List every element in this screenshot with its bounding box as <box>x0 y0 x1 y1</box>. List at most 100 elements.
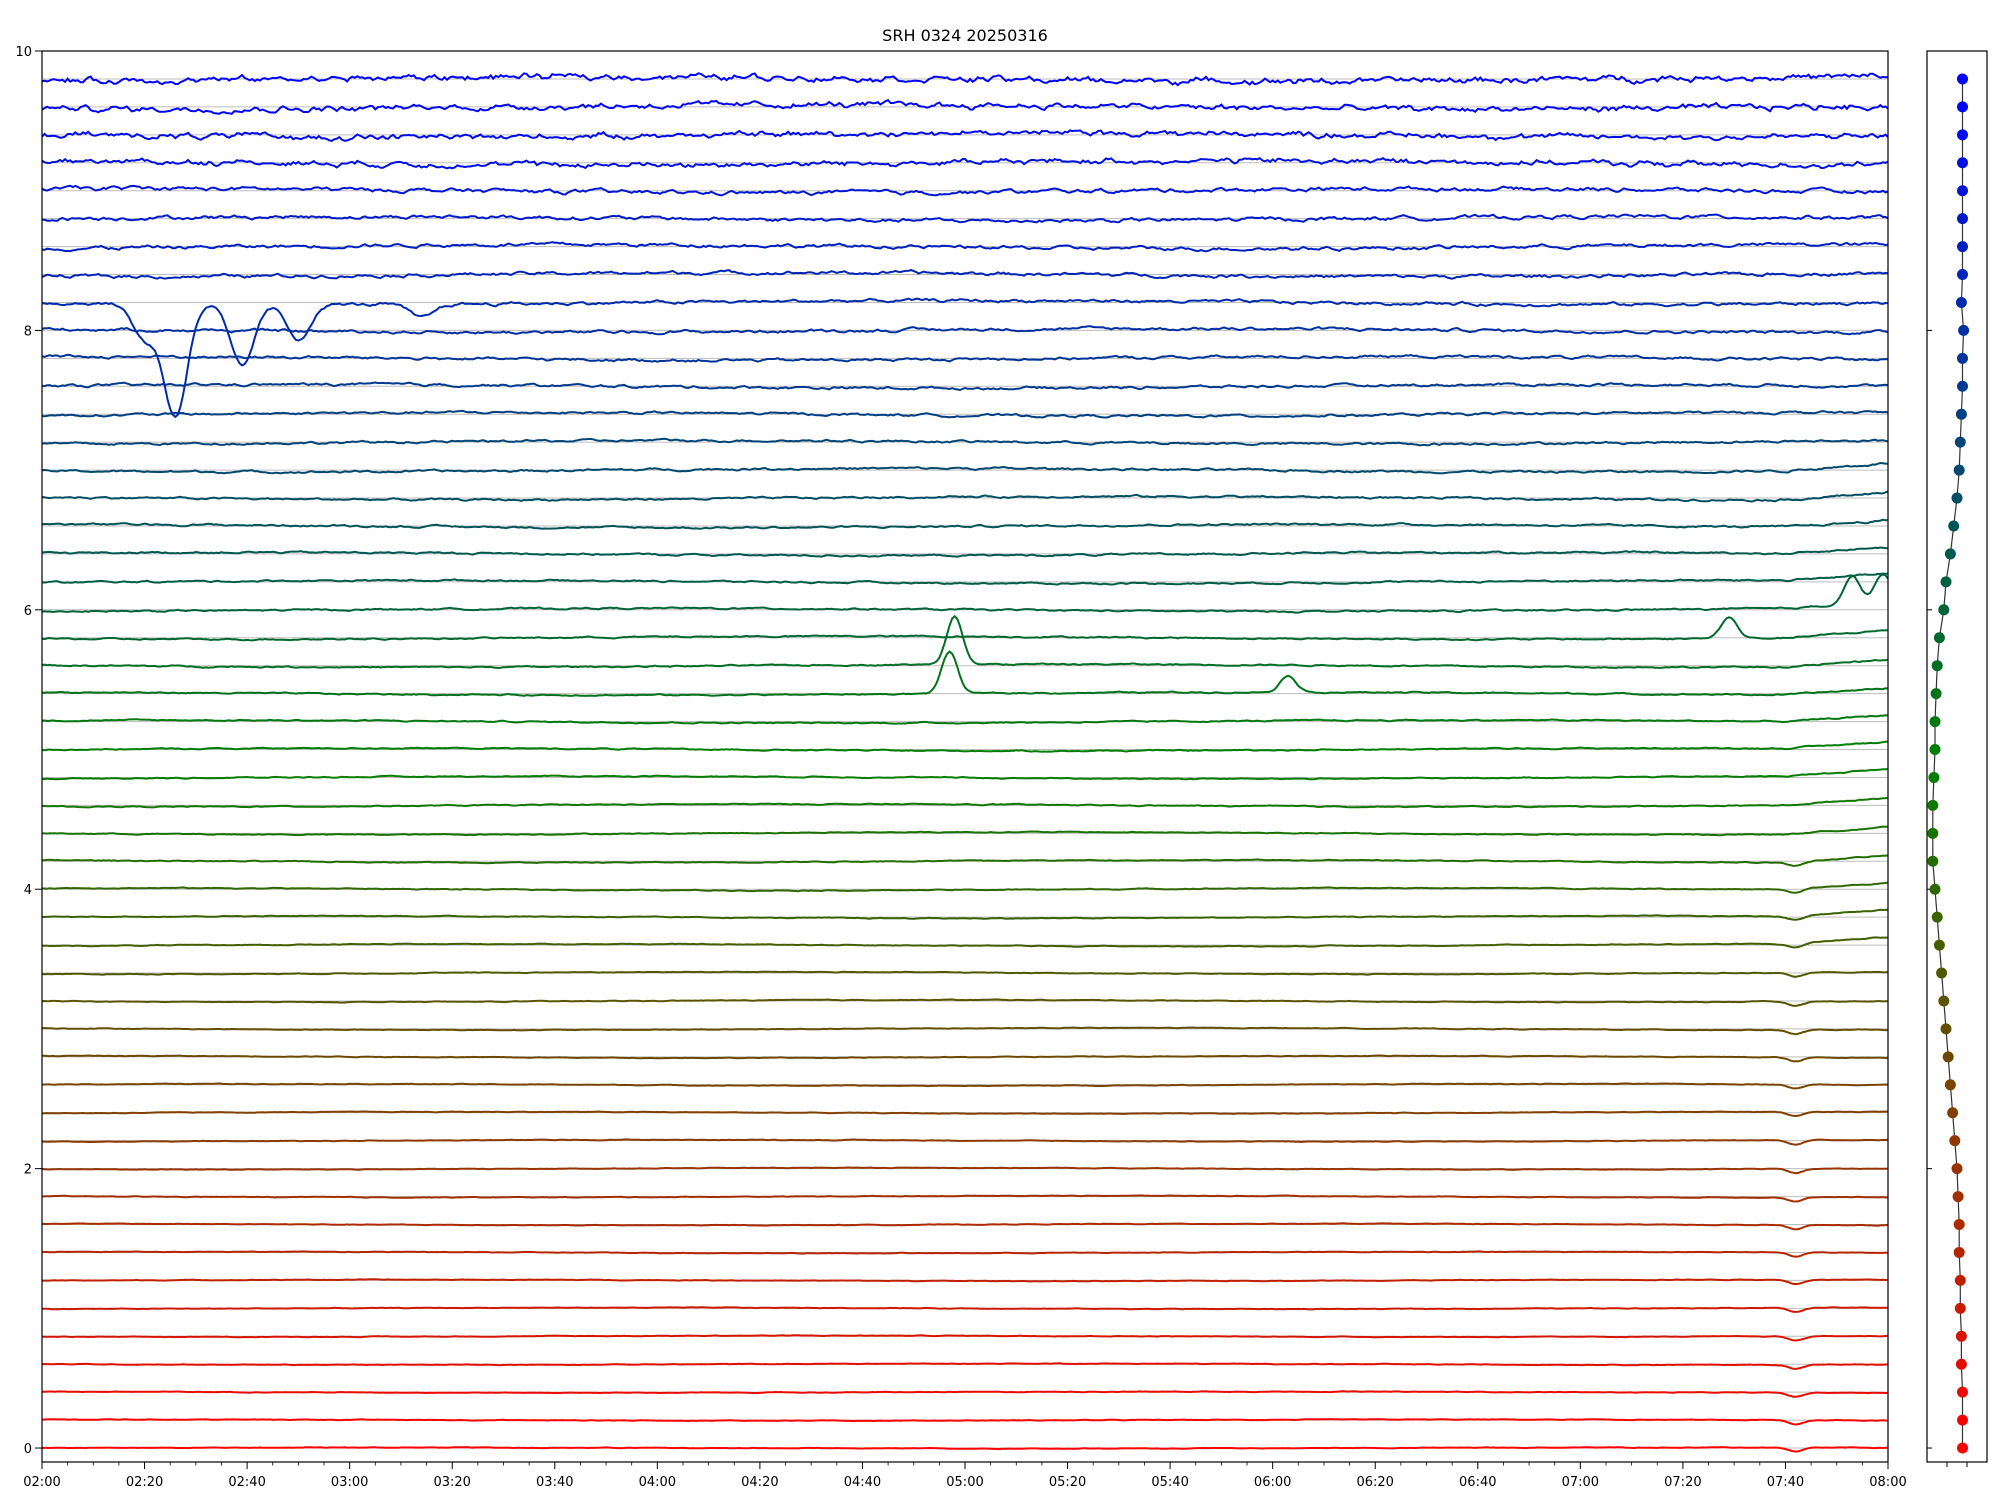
trace-16 <box>41 998 1888 1007</box>
trace-49 <box>41 72 1889 87</box>
x-tick-label: 05:00 <box>946 1475 983 1490</box>
trace-46 <box>41 157 1889 170</box>
trace-47 <box>41 129 1889 142</box>
side-point-17 <box>1936 967 1948 979</box>
trace-23 <box>41 796 1889 809</box>
side-point-41 <box>1955 296 1967 308</box>
x-tick-label: 06:40 <box>1459 1475 1496 1490</box>
side-point-37 <box>1955 408 1967 420</box>
y-tick-label: 2 <box>24 1163 32 1178</box>
side-point-30 <box>1938 604 1950 616</box>
x-tick-label: 02:20 <box>126 1475 163 1490</box>
trace-30 <box>41 573 1889 614</box>
side-point-5 <box>1954 1302 1966 1314</box>
trace-20 <box>41 881 1889 894</box>
trace-3 <box>41 1362 1889 1370</box>
trace-38 <box>41 381 1889 392</box>
x-tick-label: 07:40 <box>1767 1475 1804 1490</box>
side-point-6 <box>1954 1274 1966 1286</box>
trace-43 <box>41 241 1889 253</box>
y-tick-label: 10 <box>15 45 32 60</box>
side-point-47 <box>1957 129 1968 141</box>
side-point-8 <box>1953 1219 1965 1231</box>
side-point-20 <box>1929 883 1941 895</box>
side-point-23 <box>1927 799 1939 811</box>
side-point-39 <box>1957 352 1968 364</box>
side-point-34 <box>1951 492 1963 504</box>
side-point-1 <box>1957 1414 1968 1426</box>
side-point-18 <box>1933 939 1945 951</box>
trace-11 <box>42 1138 1889 1146</box>
side-point-28 <box>1931 660 1943 672</box>
x-tick-label: 07:20 <box>1664 1475 1701 1490</box>
trace-31 <box>41 572 1889 586</box>
axes-group: 02:00 02:20 02:40 03:00 03:20 03:40 04:00 04:20… <box>15 45 1906 1490</box>
trace-34 <box>41 490 1889 503</box>
x-tick-label: 07:00 <box>1562 1475 1599 1490</box>
trace-0 <box>41 1446 1889 1453</box>
side-point-12 <box>1947 1107 1959 1119</box>
side-point-33 <box>1948 520 1960 532</box>
trace-18 <box>42 936 1888 949</box>
y-tick-label: 8 <box>24 324 32 339</box>
side-point-10 <box>1951 1163 1963 1175</box>
trace-26 <box>41 714 1889 725</box>
side-panel-frame <box>1926 50 1988 1463</box>
x-tick-label: 02:00 <box>23 1475 60 1490</box>
trace-22 <box>41 825 1889 837</box>
side-panel <box>1926 50 1988 1467</box>
side-point-38 <box>1957 380 1968 392</box>
side-point-27 <box>1930 688 1942 700</box>
trace-41 <box>41 297 1889 419</box>
side-point-4 <box>1955 1330 1967 1342</box>
side-point-26 <box>1929 716 1941 728</box>
side-point-24 <box>1928 771 1940 783</box>
x-tick-label: 04:00 <box>639 1475 676 1490</box>
side-point-48 <box>1957 101 1968 113</box>
x-tick-label: 03:20 <box>433 1475 470 1490</box>
baseline-grid <box>42 78 1888 1449</box>
trace-21 <box>41 854 1889 867</box>
trace-40 <box>41 325 1889 336</box>
trace-14 <box>41 1054 1889 1063</box>
side-point-7 <box>1953 1246 1965 1258</box>
y-tick-label: 0 <box>24 1442 32 1457</box>
trace-4 <box>41 1334 1888 1342</box>
side-point-35 <box>1953 464 1965 476</box>
trace-12 <box>41 1110 1889 1118</box>
trace-28 <box>41 614 1889 670</box>
side-point-13 <box>1944 1079 1956 1091</box>
side-point-44 <box>1957 213 1968 225</box>
x-tick-label: 06:20 <box>1356 1475 1393 1490</box>
chart-title: SRH 0324 20250316 <box>882 26 1048 45</box>
side-point-25 <box>1929 744 1941 756</box>
x-tick-label: 04:20 <box>741 1475 778 1490</box>
side-point-42 <box>1957 269 1968 281</box>
trace-35 <box>41 461 1889 475</box>
side-point-46 <box>1957 157 1968 169</box>
main-plot-frame <box>41 50 1889 1463</box>
y-tick-label: 6 <box>24 604 32 619</box>
side-point-32 <box>1944 548 1956 560</box>
side-point-36 <box>1954 436 1966 448</box>
x-tick-label: 08:00 <box>1869 1475 1906 1490</box>
side-point-31 <box>1940 576 1952 588</box>
trace-13 <box>41 1082 1889 1090</box>
side-point-2 <box>1957 1386 1968 1398</box>
side-point-14 <box>1942 1051 1954 1063</box>
side-point-45 <box>1957 185 1968 197</box>
side-point-21 <box>1927 855 1939 867</box>
trace-45 <box>41 184 1889 197</box>
trace-17 <box>41 970 1889 978</box>
side-point-29 <box>1933 632 1945 644</box>
side-point-0 <box>1957 1442 1968 1454</box>
side-point-43 <box>1957 241 1968 253</box>
trace-36 <box>41 437 1889 447</box>
trace-8 <box>41 1222 1889 1231</box>
side-point-16 <box>1938 995 1950 1007</box>
trace-32 <box>41 546 1889 558</box>
x-tick-label: 03:40 <box>536 1475 573 1490</box>
trace-5 <box>41 1306 1889 1313</box>
